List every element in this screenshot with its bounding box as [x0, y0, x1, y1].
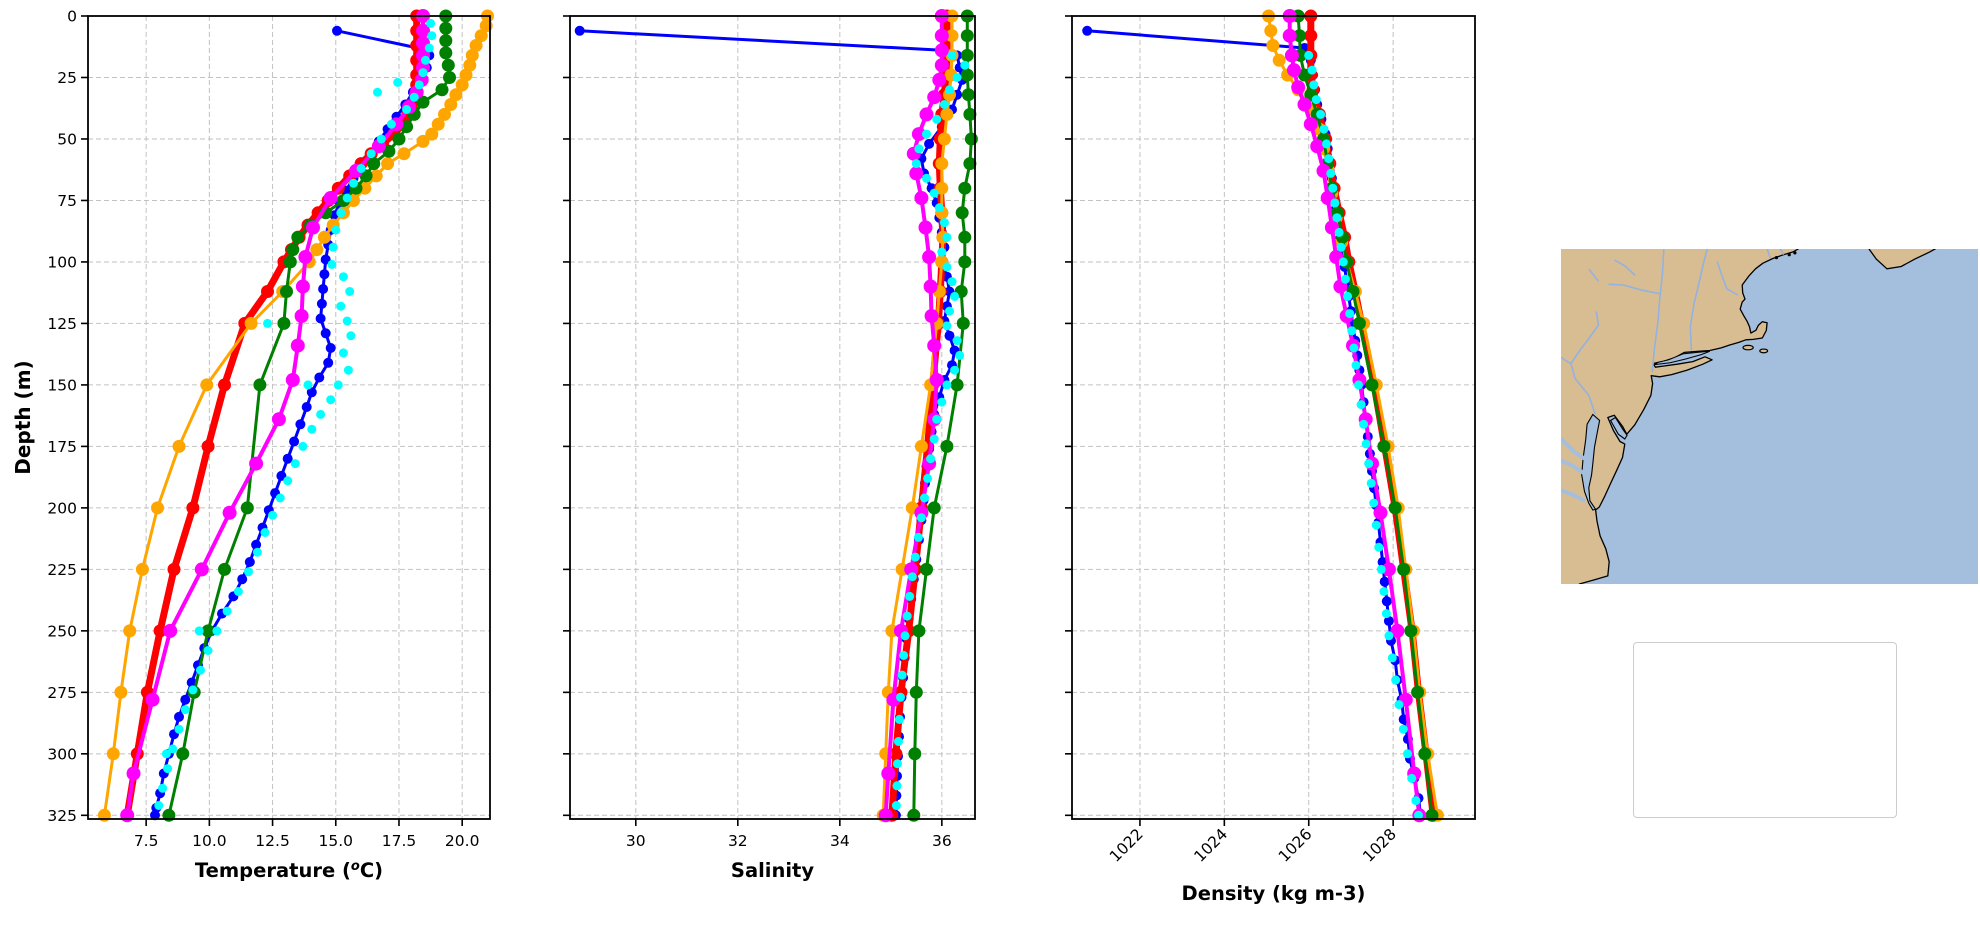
long-island-sound	[1654, 350, 1710, 366]
river	[1689, 249, 1708, 351]
x-tick-label: 1026	[1275, 825, 1316, 866]
y-tick-label: 125	[47, 315, 77, 333]
y-axis-label: Depth (m)	[11, 360, 35, 474]
x-tick-label: 20.0	[445, 832, 480, 850]
legend-item-rtofs	[1644, 683, 1886, 713]
nova-scotia-landmass	[1868, 249, 1937, 270]
x-tick-label: 30	[626, 832, 646, 850]
temperature-profile-panel: 7.5 10.0 12.5 15.0 17.5 20.0 0 25 50 75 100 125 150 1…	[11, 8, 494, 882]
river	[1588, 268, 1599, 282]
x-tick-label: 12.5	[255, 832, 290, 850]
chesapeake-bay	[1581, 413, 1601, 511]
y-tick-label: 300	[47, 745, 77, 763]
river	[1570, 311, 1600, 415]
y-tick-label: 175	[47, 438, 77, 456]
legend-swatch-rtofs-parallel	[1644, 723, 1694, 737]
y-tick-label: 225	[47, 561, 77, 579]
y-tick-label: 200	[47, 499, 77, 517]
nantucket-island	[1759, 348, 1769, 354]
x-tick-label: 15.0	[319, 832, 354, 850]
x-tick-label: 10.0	[192, 832, 227, 850]
tidal-river	[1561, 488, 1586, 503]
scatter-cp-388-raw	[891, 50, 970, 810]
x-axis-label: Temperature (oC)	[195, 859, 383, 882]
tidal-river	[1561, 436, 1587, 461]
legend	[1633, 642, 1897, 818]
x-tick-label: 7.5	[134, 832, 159, 850]
scatter-cp-388-raw	[154, 18, 437, 810]
legend-swatch-rtofs	[1644, 691, 1694, 705]
y-tick-label: 100	[47, 253, 77, 271]
scatter-cp-388-raw	[1304, 50, 1423, 820]
river	[1561, 356, 1572, 365]
delaware-bay	[1609, 416, 1628, 440]
river	[1651, 249, 1665, 373]
salinity-profile-panel: 30 32 34 36 Salinity	[563, 9, 978, 882]
legend-swatch-cmems	[1644, 788, 1694, 802]
comparison-info-block	[1525, 18, 1549, 439]
legend-item-rtofs-parallel	[1644, 715, 1886, 745]
y-tick-label: 0	[67, 8, 77, 26]
river	[1766, 249, 1771, 259]
legend-item-cp388	[1644, 650, 1886, 680]
y-tick-label: 75	[57, 192, 77, 210]
river	[1614, 259, 1636, 276]
river	[1779, 249, 1785, 255]
y-tick-label: 50	[57, 130, 77, 148]
x-tick-label: 32	[728, 832, 748, 850]
river	[1608, 283, 1660, 295]
legend-swatch-cp388	[1644, 658, 1694, 672]
x-tick-label: 1022	[1106, 825, 1147, 866]
y-tick-label: 25	[57, 69, 77, 87]
info-spacer	[1525, 118, 1549, 139]
series-espc	[907, 9, 978, 822]
x-axis-label: Salinity	[731, 859, 814, 882]
x-tick-label: 1024	[1191, 825, 1232, 866]
x-tick-label: 34	[830, 832, 850, 850]
y-tick-label: 325	[47, 807, 77, 825]
y-tick-label: 275	[47, 684, 77, 702]
density-profile-panel: 1022 1024 1026 1028 Density (kg m-3)	[1065, 9, 1476, 905]
x-tick-label: 17.5	[382, 832, 417, 850]
x-tick-label: 1028	[1359, 825, 1400, 866]
legend-swatch-espc	[1644, 755, 1694, 769]
x-axis-label: Density (kg m-3)	[1182, 882, 1366, 905]
location-map	[1561, 249, 1978, 584]
legend-item-espc	[1644, 747, 1886, 777]
river	[1716, 261, 1739, 296]
y-tick-label: 150	[47, 376, 77, 394]
legend-item-cmems	[1644, 780, 1886, 810]
marthas-vineyard-island	[1742, 344, 1754, 351]
x-tick-label: 36	[932, 832, 952, 850]
tidal-river	[1561, 458, 1588, 477]
y-tick-label: 250	[47, 622, 77, 640]
